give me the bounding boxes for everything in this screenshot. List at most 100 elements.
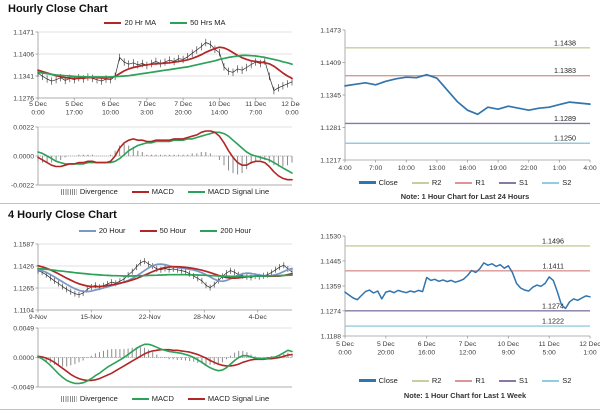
four-hourly-close-chart-panel: 4 Hourly Close Chart 20 Hour 50 Hour 200 H… [0,204,300,413]
svg-text:0:00: 0:00 [285,110,298,117]
legend-label: S1 [519,376,529,385]
svg-text:1.1274: 1.1274 [542,301,564,310]
line-swatch [139,229,157,232]
svg-text:20:00: 20:00 [175,110,192,117]
legend-label: R1 [475,178,485,187]
svg-text:9-Nov: 9-Nov [29,314,48,321]
line-swatch [455,379,473,382]
divergence-bars-swatch [60,395,77,402]
svg-text:4:00: 4:00 [338,165,351,172]
svg-text:1:00: 1:00 [583,350,596,357]
legend-item-macd: MACD [131,394,174,403]
line-swatch [411,379,429,382]
svg-text:15-Nov: 15-Nov [80,314,103,321]
svg-text:7 Dec: 7 Dec [459,341,477,348]
legend-item-macd-signal-line: MACD Signal Line [187,394,270,403]
svg-text:7 Dec: 7 Dec [138,101,156,108]
legend-label: R2 [431,376,442,385]
svg-text:10 Dec: 10 Dec [209,101,231,108]
legend-label: 50 Hrs MA [190,18,226,27]
svg-text:1.1359: 1.1359 [320,283,341,290]
svg-text:1.1471: 1.1471 [13,29,34,36]
svg-text:1.1587: 1.1587 [13,241,34,248]
legend-item-20-hr-ma: 20 Hr MA [104,18,156,27]
svg-text:6 Dec: 6 Dec [418,341,436,348]
svg-text:5 Dec: 5 Dec [336,341,354,348]
line-swatch [104,21,122,24]
svg-text:19:00: 19:00 [490,165,507,172]
pivot-1w-legend: Close R2 R1 S1 S2 [330,376,600,385]
svg-text:1.1409: 1.1409 [320,60,341,67]
svg-text:5:00: 5:00 [543,350,556,357]
svg-text:1.1438: 1.1438 [554,38,576,47]
svg-text:20:00: 20:00 [377,350,394,357]
divergence-bars-swatch [60,188,77,195]
legend-item-50-hrs-ma: 50 Hrs MA [170,18,226,27]
svg-text:1.1217: 1.1217 [320,157,341,164]
svg-text:1.1289: 1.1289 [554,114,576,123]
line-swatch [170,21,188,24]
svg-text:1.1496: 1.1496 [542,236,564,245]
svg-text:5 Dec: 5 Dec [377,341,395,348]
section-divider [0,203,600,204]
legend-label: S2 [562,376,572,385]
svg-text:13:00: 13:00 [428,165,445,172]
legend-label: R1 [475,376,485,385]
legend-item-macd: MACD [131,187,174,196]
legend-item-r1: R1 [455,376,485,385]
legend-item-s2: S2 [542,178,571,187]
svg-text:1.1281: 1.1281 [320,125,341,132]
svg-text:9:00: 9:00 [502,350,515,357]
svg-text:0.0022: 0.0022 [13,124,34,131]
svg-text:22-Nov: 22-Nov [139,314,162,321]
line-swatch [499,379,516,382]
svg-text:1.1473: 1.1473 [320,27,341,34]
svg-text:10 Dec: 10 Dec [498,341,520,348]
legend-label: 200 Hour [220,226,252,235]
svg-text:1:00: 1:00 [553,165,566,172]
four-hourly-price-legend: 20 Hour 50 Hour 200 Hour [38,226,292,235]
svg-text:5 Dec: 5 Dec [65,101,83,108]
pivot-1w-panel: 1.1530 1.1445 1.1359 1.1274 1.1188 5 Dec 0:00 5… [300,204,600,413]
legend-item-200-hour: 200 Hour [200,226,251,235]
line-swatch [358,379,376,382]
line-swatch [358,181,376,184]
svg-text:4:00: 4:00 [583,165,596,172]
legend-item-r2: R2 [411,178,441,187]
svg-text:12:00: 12:00 [459,350,476,357]
svg-text:1.1406: 1.1406 [13,51,34,58]
legend-item-macd-signal-line: MACD Signal Line [187,187,270,196]
legend-item-close: Close [358,376,398,385]
four-hourly-macd-chart: 0.0049 0.0000 -0.0049 [11,325,293,391]
svg-text:7 Dec: 7 Dec [174,101,192,108]
svg-text:22:00: 22:00 [520,165,537,172]
pivot-24h-note: Note: 1 Hour Chart for Last 24 Hours [400,192,530,201]
svg-text:7:00: 7:00 [369,165,382,172]
svg-text:0.0000: 0.0000 [13,153,34,160]
line-swatch [455,181,473,184]
svg-text:0:00: 0:00 [31,110,44,117]
four-hourly-chart-title: 4 Hourly Close Chart [8,209,117,221]
page-bottom-divider [0,409,600,410]
legend-label: MACD Signal Line [207,187,270,196]
line-swatch [542,379,560,382]
hourly-macd-legend: Divergence MACD MACD Signal Line [38,187,292,196]
line-swatch [187,397,205,400]
legend-item-20-hour: 20 Hour [78,226,126,235]
svg-text:1.1104: 1.1104 [14,307,35,314]
svg-text:1.1345: 1.1345 [320,92,341,99]
svg-text:-0.0049: -0.0049 [11,384,34,391]
svg-text:-0.0022: -0.0022 [11,182,34,188]
line-swatch [131,190,149,193]
line-swatch [411,181,429,184]
line-swatch [131,397,149,400]
legend-label: MACD Signal Line [207,394,270,403]
legend-label: MACD [151,187,174,196]
hourly-price-legend: 20 Hr MA 50 Hrs MA [38,18,292,27]
legend-item-50-hour: 50 Hour [139,226,186,235]
legend-label: 20 Hr MA [124,18,157,27]
